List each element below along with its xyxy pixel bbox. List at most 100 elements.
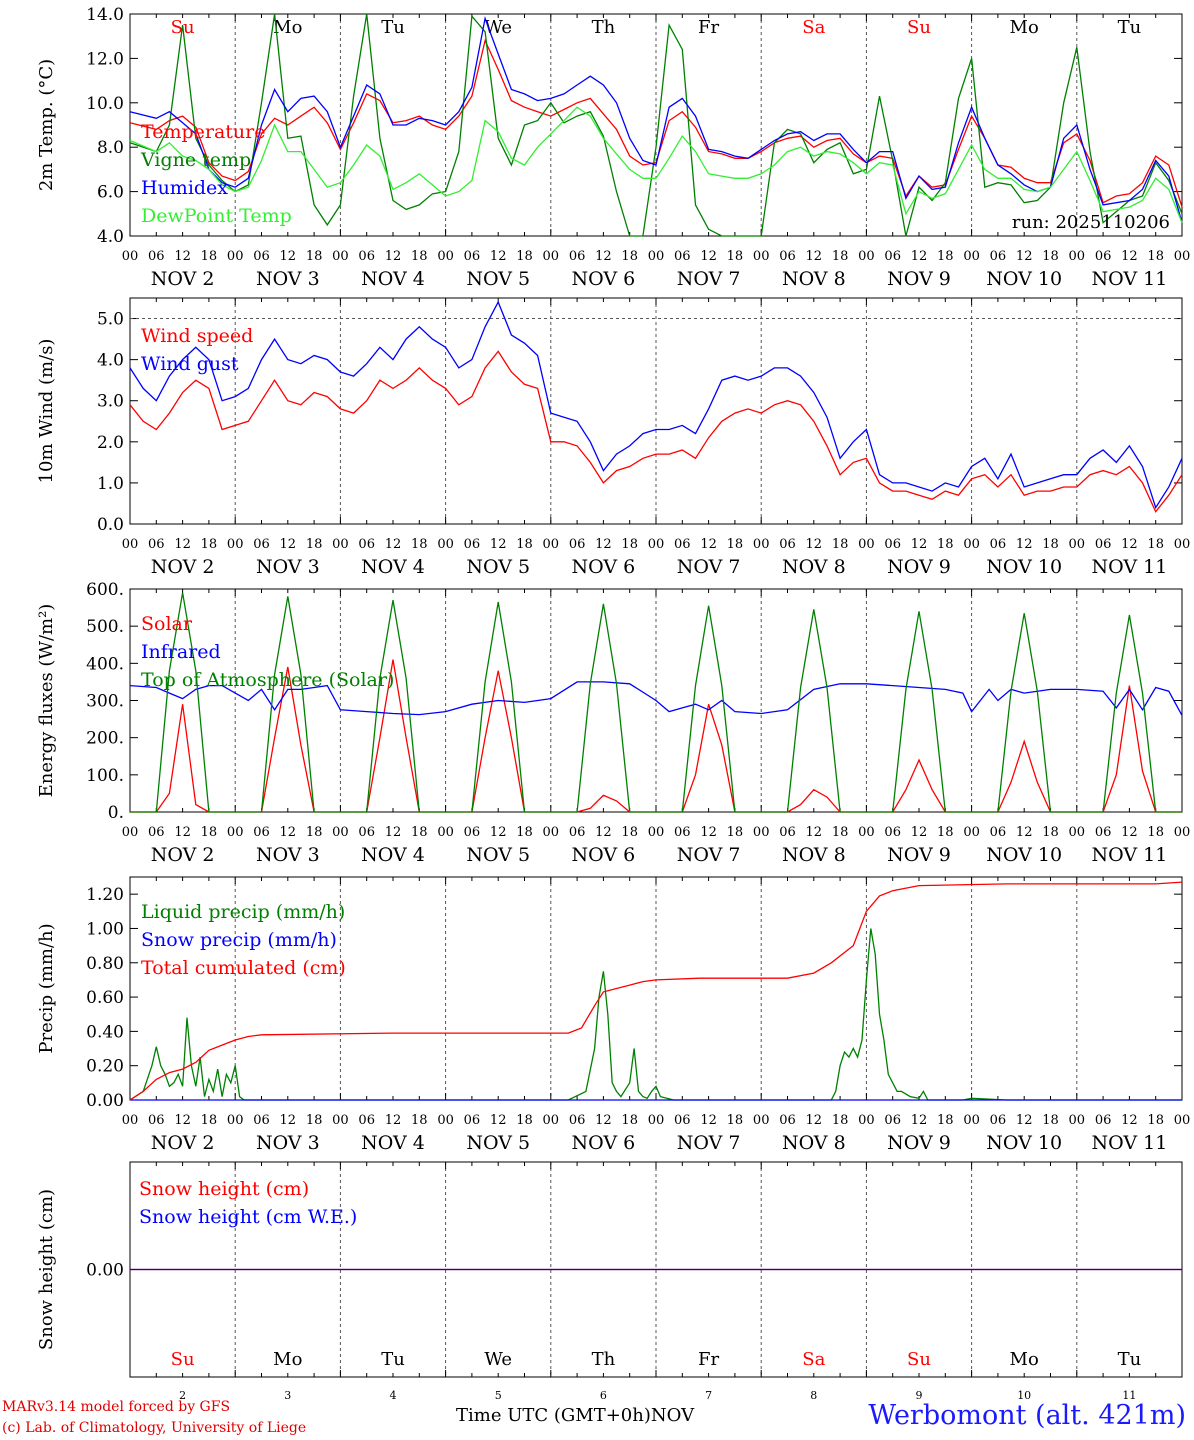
hour-tick-label: 12 <box>174 537 191 552</box>
date-label: NOV 8 <box>782 556 846 578</box>
hour-tick-label: 06 <box>358 537 375 552</box>
hour-tick-label: 06 <box>674 1113 691 1128</box>
hour-tick-label: 06 <box>253 1113 270 1128</box>
hour-tick-label: 00 <box>227 825 244 840</box>
hour-tick-label: 00 <box>1174 537 1191 552</box>
y-axis-label: 10m Wind (m/s) <box>36 339 57 484</box>
day-name-label: Fr <box>698 1349 719 1370</box>
day-name-label: Th <box>592 17 616 38</box>
day-name-label: Su <box>907 17 931 38</box>
legend-total-cumulated-cm: Total cumulated (cm) <box>141 957 346 979</box>
hour-tick-label: 18 <box>201 1113 218 1128</box>
hour-tick-label: 12 <box>700 825 717 840</box>
day-name-label: We <box>484 1349 512 1370</box>
hour-tick-label: 18 <box>727 249 744 264</box>
date-label: NOV 5 <box>466 556 530 578</box>
hour-tick-label: 00 <box>227 1113 244 1128</box>
hour-tick-label: 00 <box>437 537 454 552</box>
hour-tick-label: 06 <box>464 249 481 264</box>
y-tick-label: 1.00 <box>86 919 124 939</box>
day-name-label: Tu <box>1118 1349 1142 1370</box>
hour-tick-label: 18 <box>1147 825 1164 840</box>
series-line-temperature <box>129 38 1183 208</box>
hour-tick-label: 06 <box>674 537 691 552</box>
hour-tick-label: 00 <box>1069 825 1086 840</box>
hour-tick-label: 06 <box>884 537 901 552</box>
hour-tick-label: 06 <box>358 1113 375 1128</box>
legend-snow-precip-mm-h: Snow precip (mm/h) <box>141 929 337 951</box>
hour-tick-label: 12 <box>595 1113 612 1128</box>
date-label: NOV 6 <box>572 268 636 290</box>
hour-tick-label: 00 <box>332 249 349 264</box>
date-label: NOV 11 <box>1091 844 1167 866</box>
hour-tick-label: 00 <box>963 1113 980 1128</box>
y-tick-label: 10.0 <box>86 94 124 114</box>
legend-liquid-precip-mm-h: Liquid precip (mm/h) <box>141 901 345 923</box>
day-name-label: Tu <box>381 1349 405 1370</box>
hour-tick-label: 12 <box>806 825 823 840</box>
hour-tick-label: 06 <box>253 537 270 552</box>
y-tick-label: 8.0 <box>97 138 124 158</box>
hour-tick-label: 06 <box>148 1113 165 1128</box>
hour-tick-label: 12 <box>385 249 402 264</box>
hour-tick-label: 12 <box>806 1113 823 1128</box>
hour-tick-label: 18 <box>1042 249 1059 264</box>
day-number-label: 5 <box>495 1389 502 1402</box>
hour-tick-label: 00 <box>437 1113 454 1128</box>
hour-tick-label: 18 <box>727 537 744 552</box>
station-title: Werbomont (alt. 421m) <box>868 1400 1186 1431</box>
hour-tick-label: 18 <box>201 825 218 840</box>
hour-tick-label: 12 <box>174 825 191 840</box>
hour-tick-label: 12 <box>1121 1113 1138 1128</box>
legend-snow-height-cm: Snow height (cm) <box>139 1178 309 1200</box>
series-line-vigne-temp <box>129 13 1183 237</box>
hour-tick-label: 12 <box>280 537 297 552</box>
series-line-dewpoint-temp <box>129 106 1183 223</box>
hour-tick-label: 12 <box>280 249 297 264</box>
hour-tick-label: 06 <box>1095 249 1112 264</box>
day-number-label: 11 <box>1122 1389 1136 1402</box>
y-axis-label: Precip (mm/h) <box>36 923 57 1053</box>
hour-tick-label: 18 <box>1042 825 1059 840</box>
y-tick-label: 1.0 <box>97 474 124 494</box>
hour-tick-label: 06 <box>884 1113 901 1128</box>
date-label: NOV 2 <box>151 1132 215 1154</box>
day-name-label: Mo <box>273 17 302 38</box>
y-tick-label: 300. <box>86 692 124 712</box>
hour-tick-label: 06 <box>990 825 1007 840</box>
y-tick-label: 0. <box>108 803 124 823</box>
hour-tick-label: 12 <box>700 249 717 264</box>
hour-tick-label: 12 <box>174 1113 191 1128</box>
date-label: NOV 4 <box>361 844 425 866</box>
hour-tick-label: 00 <box>1174 825 1191 840</box>
hour-tick-label: 18 <box>516 537 533 552</box>
hour-tick-label: 00 <box>858 537 875 552</box>
hour-tick-label: 12 <box>911 249 928 264</box>
hour-tick-label: 06 <box>253 825 270 840</box>
hour-tick-label: 12 <box>385 1113 402 1128</box>
series-line-wind-gust <box>129 300 1183 510</box>
hour-tick-label: 00 <box>1069 537 1086 552</box>
y-tick-label: 0.60 <box>86 988 124 1008</box>
legend-solar: Solar <box>141 613 193 635</box>
hour-tick-label: 06 <box>884 249 901 264</box>
series-line-infrared <box>129 681 1183 716</box>
hour-tick-label: 12 <box>490 537 507 552</box>
hour-tick-label: 00 <box>437 249 454 264</box>
hour-tick-label: 06 <box>1095 537 1112 552</box>
hour-tick-label: 00 <box>122 537 139 552</box>
day-name-label: Tu <box>381 17 405 38</box>
date-label: NOV 2 <box>151 268 215 290</box>
month-label: NOV <box>650 1405 695 1426</box>
hour-tick-label: 12 <box>1016 537 1033 552</box>
hour-tick-label: 00 <box>1069 1113 1086 1128</box>
hour-tick-label: 06 <box>779 825 796 840</box>
y-tick-label: 600. <box>86 580 124 600</box>
series-line-top-of-atmosphere-solar <box>130 592 1182 813</box>
hour-tick-label: 00 <box>437 825 454 840</box>
legend-dewpoint-temp: DewPoint Temp <box>141 205 292 227</box>
legend-temperature: Temperature <box>141 121 265 143</box>
hour-tick-label: 00 <box>858 249 875 264</box>
hour-tick-label: 18 <box>411 1113 428 1128</box>
